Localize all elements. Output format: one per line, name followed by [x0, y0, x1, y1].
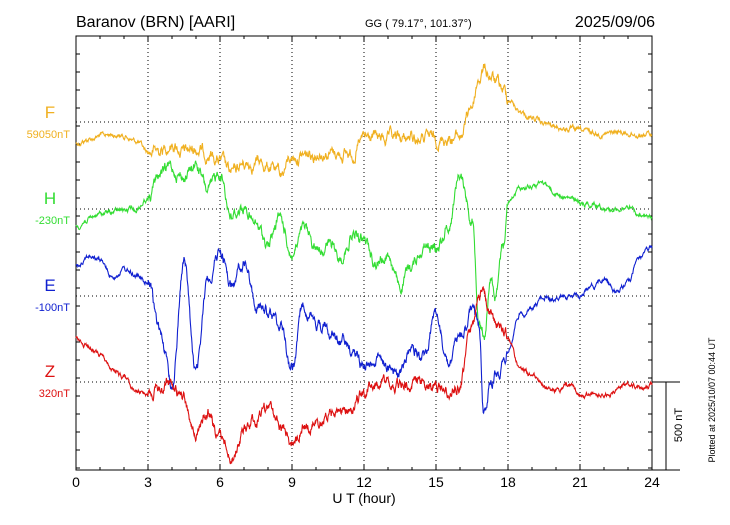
series-line-f — [75, 63, 653, 178]
x-tick-label: 3 — [144, 474, 152, 490]
x-tick-label: 18 — [500, 474, 516, 490]
series-baseline-h: -230nT — [35, 215, 70, 227]
x-tick-label: 0 — [72, 474, 80, 490]
series-name-h: H — [44, 189, 56, 208]
series-traces — [75, 63, 653, 465]
x-tick-label: 6 — [216, 474, 224, 490]
series-name-e: E — [44, 276, 55, 295]
station-title: Baranov (BRN) [AARI] — [76, 14, 235, 31]
scale-bar: 500 nT — [652, 381, 685, 471]
grid-lines — [76, 36, 652, 470]
date-label: 2025/09/06 — [575, 14, 655, 31]
x-tick-label: 15 — [428, 474, 444, 490]
x-axis-ticks: 0 3 6 9 12 15 18 21 24 — [72, 36, 660, 490]
x-tick-label: 9 — [288, 474, 296, 490]
scale-bar-label: 500 nT — [673, 408, 685, 443]
coordinates-label: GG ( 79.17°, 101.37°) — [365, 18, 472, 30]
series-line-h — [75, 160, 653, 340]
series-name-z: Z — [45, 362, 55, 381]
series-name-f: F — [45, 103, 55, 122]
series-baseline-f: 59050nT — [27, 129, 71, 141]
series-line-z — [75, 285, 653, 465]
x-tick-label: 21 — [572, 474, 588, 490]
x-tick-label: 24 — [644, 474, 660, 490]
series-baseline-z: 320nT — [39, 388, 70, 400]
plotted-timestamp: Plotted at 2025/10/07 00:44 UT — [707, 337, 717, 463]
x-axis-label: U T (hour) — [332, 490, 395, 506]
x-tick-label: 12 — [356, 474, 372, 490]
series-baseline-e: -100nT — [35, 302, 70, 314]
series-labels: F 59050nT H -230nT E -100nT Z 320nT — [27, 103, 71, 400]
series-line-e — [75, 244, 653, 415]
